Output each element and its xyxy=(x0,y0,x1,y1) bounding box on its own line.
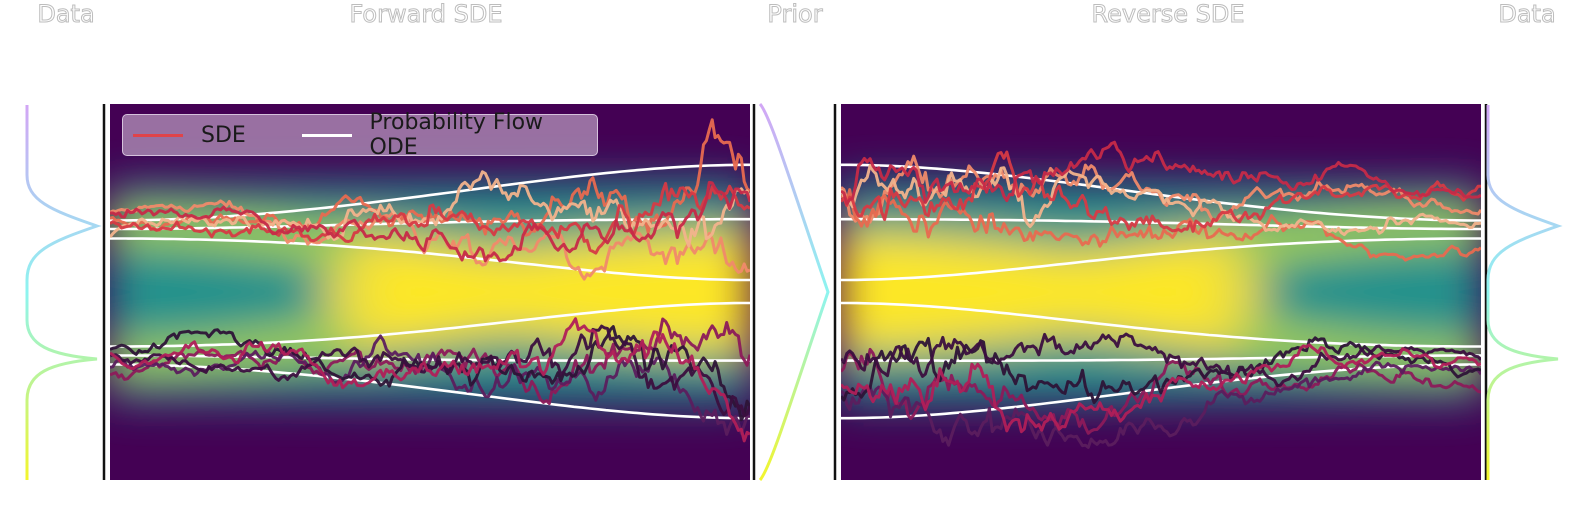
density-mode-core xyxy=(945,275,977,322)
title-reverse-sde: Reverse SDE xyxy=(1091,0,1245,29)
forward-panel xyxy=(110,104,750,480)
density-mode-core xyxy=(999,281,1030,327)
density-band-core xyxy=(1185,267,1217,317)
legend-ode-label: Probability Flow ODE xyxy=(369,110,544,160)
data-density-left xyxy=(25,105,102,480)
legend: SDE Probability Flow ODE xyxy=(122,110,598,160)
density-mode-core xyxy=(1079,294,1110,336)
density-mode-core xyxy=(919,272,950,320)
density-mode-core xyxy=(1185,313,1217,350)
density-mode-core xyxy=(1185,234,1217,271)
density-band-core xyxy=(348,271,379,313)
density-mode-core xyxy=(841,268,870,317)
density-band-core xyxy=(1212,271,1243,313)
density-band-core xyxy=(1239,274,1270,310)
data-density-right xyxy=(1486,105,1563,480)
density-mode-core xyxy=(1159,308,1190,347)
density-mode-core xyxy=(428,303,459,343)
density-mode-core xyxy=(972,278,1003,324)
legend-item-ode: Probability Flow ODE xyxy=(292,110,597,160)
density-mode-core xyxy=(721,268,750,317)
sde-trajectory xyxy=(841,332,1481,388)
density-mode-core xyxy=(1132,303,1163,343)
sde-trajectory xyxy=(110,181,750,255)
ode-trajectory xyxy=(841,301,1481,348)
sde-trajectory xyxy=(841,360,1481,449)
density-mode-core xyxy=(1132,241,1163,281)
title-data-right: Data xyxy=(1498,0,1556,29)
title-data-left: Data xyxy=(37,0,95,29)
sde-trajectory xyxy=(841,140,1481,205)
sde-trajectory xyxy=(110,170,750,248)
ode-trajectory xyxy=(110,217,750,231)
title-forward-sde: Forward SDE xyxy=(349,0,503,29)
density-band-core xyxy=(321,274,352,310)
legend-ode-swatch xyxy=(301,133,352,137)
sde-trajectory xyxy=(841,188,1481,262)
density-mode-core xyxy=(534,285,566,330)
density-mode-core xyxy=(588,278,619,324)
sde-trajectory xyxy=(110,325,750,422)
density-mode-core xyxy=(1105,245,1137,285)
reverse-panel xyxy=(841,104,1481,480)
density-mode-core xyxy=(1159,237,1190,276)
density-mode-core xyxy=(1079,248,1110,290)
ode-trajectory xyxy=(841,237,1481,282)
prior-density xyxy=(758,102,830,482)
ode-trajectory xyxy=(110,301,750,348)
density-mode-core xyxy=(1105,299,1137,339)
density-mode-core xyxy=(614,275,646,322)
sde-trajectory xyxy=(841,347,1481,435)
density-mode-core xyxy=(1052,251,1083,295)
sde-trajectory xyxy=(110,334,750,436)
density-mode-core xyxy=(454,299,486,339)
density-mode-core xyxy=(641,272,672,320)
ode-trajectory xyxy=(110,237,750,282)
density-mode-core xyxy=(374,234,406,271)
density-band-outer xyxy=(1292,184,1323,400)
density-mode-core xyxy=(374,313,406,350)
title-prior: Prior xyxy=(767,0,823,29)
density-mode-core xyxy=(694,268,726,317)
legend-sde-swatch xyxy=(133,133,183,137)
density-mode-core xyxy=(1025,285,1057,330)
sde-trajectory xyxy=(841,343,1481,434)
density-mode-core xyxy=(481,294,512,336)
density-mode-core xyxy=(865,268,897,317)
density-band-core xyxy=(374,267,406,317)
legend-sde-label: SDE xyxy=(201,122,246,148)
sde-trajectory xyxy=(110,317,750,443)
density-mode-core xyxy=(508,289,539,333)
density-mode-core xyxy=(1052,289,1083,333)
legend-item-sde: SDE xyxy=(123,123,246,148)
density-mode-core xyxy=(401,308,432,347)
density-mode-core xyxy=(508,251,539,295)
sde-trajectory xyxy=(110,180,750,263)
sde-trajectory xyxy=(841,150,1481,233)
